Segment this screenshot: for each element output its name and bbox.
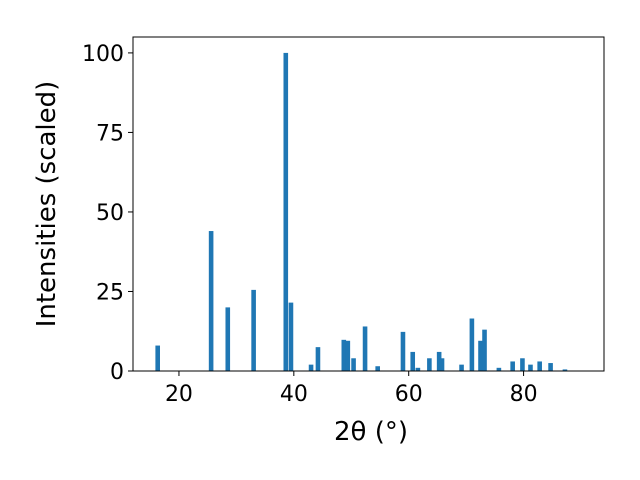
bar	[482, 329, 487, 371]
bar	[351, 358, 356, 371]
bar	[345, 340, 351, 371]
bar	[362, 326, 368, 371]
x-tick-label: 20	[165, 382, 193, 407]
y-tick-label: 100	[82, 42, 124, 67]
bar	[459, 364, 464, 371]
bar	[225, 307, 231, 371]
bar	[562, 369, 568, 371]
x-axis-label: 2θ (°)	[334, 417, 408, 447]
bar	[436, 351, 442, 371]
bar	[315, 347, 321, 371]
x-tick-label: 40	[280, 382, 308, 407]
bar	[469, 318, 475, 371]
bar	[251, 289, 256, 371]
bar	[439, 358, 445, 371]
bar	[510, 361, 515, 371]
bar	[410, 351, 416, 371]
bar	[283, 52, 289, 372]
bar	[520, 358, 525, 371]
bar	[537, 361, 542, 371]
bar	[308, 364, 314, 371]
x-tick-label: 80	[510, 382, 538, 407]
bar	[288, 302, 294, 371]
bar	[415, 367, 421, 371]
bar	[375, 366, 380, 371]
bar	[478, 340, 483, 371]
bar	[208, 231, 214, 371]
bar	[496, 367, 502, 371]
y-tick-label: 0	[110, 360, 124, 385]
bar	[155, 345, 160, 371]
bar	[427, 358, 432, 371]
plot-frame	[132, 36, 605, 372]
y-tick-label: 75	[96, 121, 124, 146]
bar	[528, 364, 533, 371]
x-tick-label: 60	[395, 382, 423, 407]
y-axis-label: Intensities (scaled)	[32, 81, 62, 328]
bar	[548, 363, 553, 371]
bar	[341, 339, 347, 371]
y-tick-label: 25	[96, 280, 124, 305]
bar	[400, 331, 406, 371]
y-tick-label: 50	[96, 201, 124, 226]
